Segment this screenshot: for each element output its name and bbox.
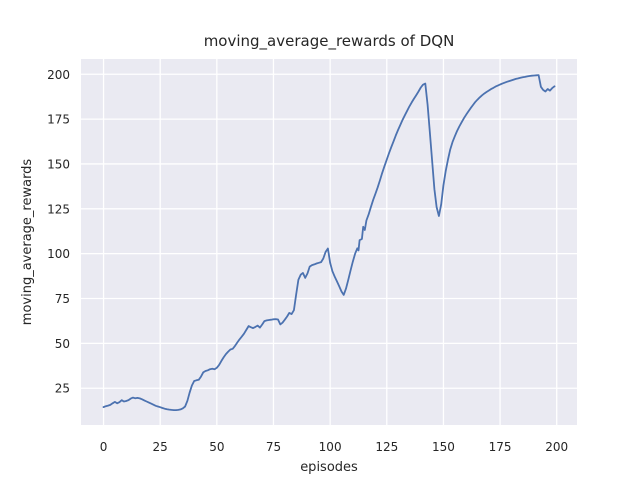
y-tick-label: 100 [47, 247, 70, 261]
y-tick-label: 75 [55, 292, 70, 306]
y-tick-label: 50 [55, 337, 70, 351]
x-tick-label: 25 [153, 440, 168, 454]
y-tick-label: 175 [47, 113, 70, 127]
x-axis-label: episodes [300, 460, 358, 475]
data-series [102, 74, 556, 411]
x-tick-label: 125 [375, 440, 398, 454]
tick-labels: 0 25 50 75 100 125 150 175 200 25 50 75 100 125 150 175… [47, 68, 568, 454]
x-tick-label: 200 [545, 440, 568, 454]
x-tick-label: 100 [319, 440, 342, 454]
x-tick-label: 175 [489, 440, 512, 454]
grid-lines [81, 59, 577, 425]
y-axis-label: moving_average_rewards [20, 159, 35, 326]
plot-area [81, 59, 577, 425]
x-tick-label: 50 [209, 440, 224, 454]
reward-line [102, 74, 556, 411]
y-tick-label: 125 [47, 202, 70, 216]
x-tick-label: 75 [266, 440, 281, 454]
chart-title: moving_average_rewards of DQN [204, 32, 455, 51]
y-tick-label: 25 [55, 382, 70, 396]
x-tick-label: 0 [100, 440, 108, 454]
y-tick-label: 200 [47, 68, 70, 82]
y-tick-label: 150 [47, 157, 70, 171]
x-tick-label: 150 [432, 440, 455, 454]
